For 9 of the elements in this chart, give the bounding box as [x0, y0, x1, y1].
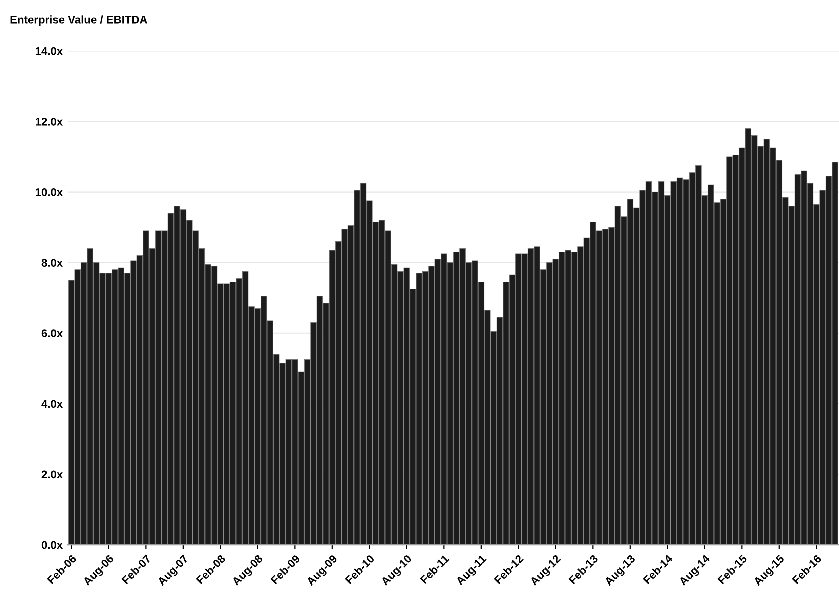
- y-tick-label: 14.0x: [36, 47, 64, 56]
- y-tick-label: 6.0x: [42, 330, 64, 338]
- y-tick-label: 8.0x: [42, 259, 64, 267]
- y-tick-label: 0.0x: [42, 541, 64, 550]
- y-tick-label: 12.0x: [36, 118, 64, 126]
- y-tick-label: 2.0x: [42, 470, 64, 479]
- y-tick-label: 10.0x: [36, 188, 64, 196]
- chart-title: Enterprise Value / EBITDA: [10, 16, 148, 26]
- y-tick-label: 4.0x: [42, 400, 64, 408]
